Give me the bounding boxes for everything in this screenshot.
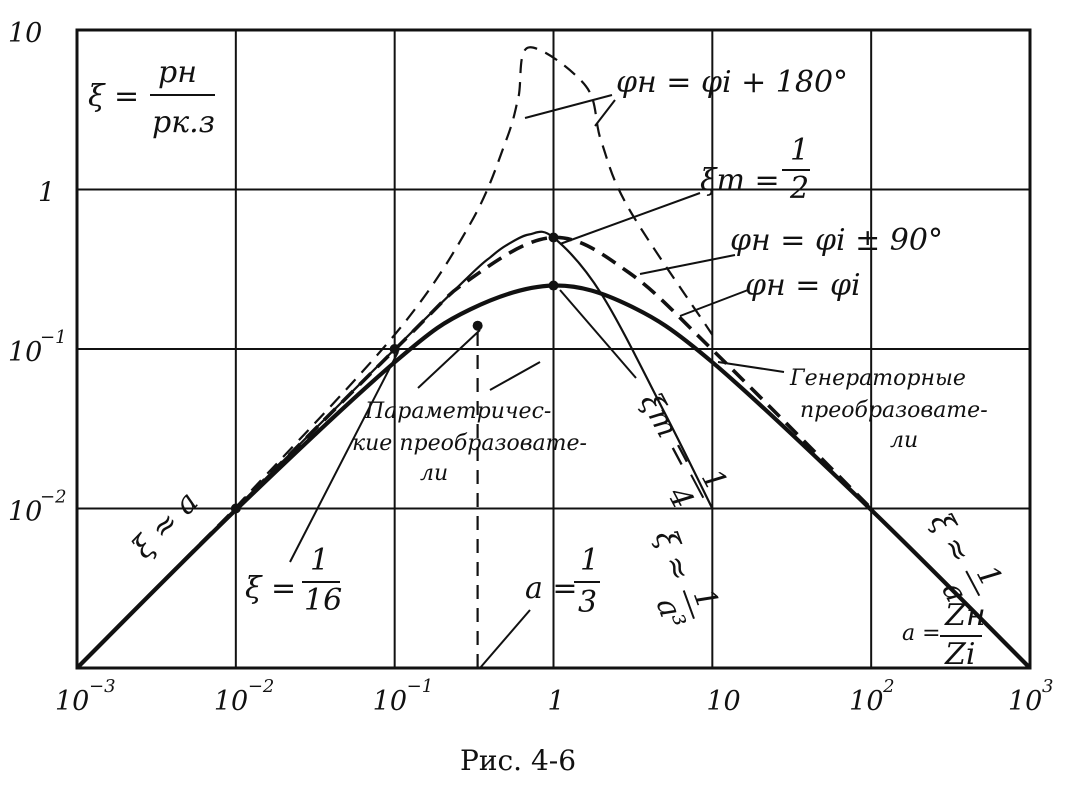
parametric-line-2: кие преобразовате- (352, 431, 587, 456)
xi-sixteenth-lhs: ξ = (245, 571, 296, 606)
key-point (389, 344, 400, 354)
key-points (230, 232, 559, 514)
leader-line (717, 361, 785, 373)
x-tick-label: 10 (849, 686, 883, 717)
formula-numerator: pн (158, 55, 197, 90)
xi-sixteenth-num: 1 (310, 543, 329, 578)
annotation-xi-m-half: ξm = 1 2 (700, 133, 810, 206)
y-tick-label: 10 (8, 18, 42, 49)
series-dashed-thin-line (234, 46, 714, 508)
a-third-lhs: a = (525, 571, 578, 606)
leader-line (289, 351, 399, 563)
annotation-a-third: a = 1 3 (525, 543, 600, 620)
leader-line (559, 289, 637, 379)
xi-m-half-num: 1 (790, 133, 809, 168)
leader-lines (289, 94, 785, 669)
leader-line (524, 94, 613, 119)
grid (76, 29, 1031, 669)
a-ratio-num: Zн (944, 598, 986, 633)
annotation-xi-m-quarter: ξm = 1 4 (633, 387, 734, 515)
generator-line-3: ли (890, 428, 918, 453)
parametric-line-3: ли (420, 461, 448, 486)
annotation-a-ratio: a = Zн Zi (902, 598, 986, 672)
x-tick-exponent: −2 (248, 676, 275, 697)
formula-lhs: ξ = (88, 79, 139, 114)
leader-line (594, 99, 616, 127)
xi-sixteenth-den: 16 (304, 583, 342, 618)
x-tick-label: 10 (706, 686, 740, 717)
annotation-phase-180: φн = φi + 180° (616, 65, 848, 100)
y-tick-label: 10 (8, 497, 42, 528)
annotation-generator: Генераторные преобразовате- ли (789, 366, 988, 453)
parametric-line-1: Параметричес- (364, 399, 551, 424)
series-dashed-thick-line (77, 235, 873, 668)
xi-m-quarter-den: 4 (660, 481, 700, 515)
key-point (230, 503, 241, 514)
xi-m-quarter-lhs: ξm = (633, 387, 701, 474)
generator-line-2: преобразовате- (800, 398, 988, 423)
leader-line (489, 361, 541, 391)
annotation-phase-0: φн = φi (745, 268, 861, 303)
annotation-xi-sixteenth: ξ = 1 16 (245, 543, 342, 618)
x-tick-label: 10 (373, 686, 407, 717)
y-tick-label: 10 (8, 337, 42, 368)
annotation-parametric: Параметричес- кие преобразовате- ли (352, 399, 587, 486)
inv-a-lhs: ξ ≈ (923, 507, 978, 569)
x-tick-label: 10 (214, 686, 248, 717)
leader-line (559, 192, 701, 245)
y-tick-exponent: −1 (40, 327, 67, 348)
leader-line (417, 329, 481, 389)
x-tick-exponent: −1 (407, 676, 434, 697)
y-tick-label: 1 (38, 178, 55, 209)
x-tick-exponent: −3 (89, 676, 116, 697)
xi-m-half-den: 2 (789, 171, 809, 206)
leader-line (639, 254, 736, 275)
figure-caption: Рис. 4-6 (460, 744, 576, 777)
inv-a3-den: a³ (649, 593, 692, 633)
leader-line (479, 609, 531, 669)
definition-formula: ξ = pн pк.з (88, 55, 215, 140)
key-point (472, 320, 483, 331)
annotation-phase-90: φн = φi ± 90° (730, 223, 943, 258)
y-tick-exponent: −2 (40, 487, 67, 508)
x-tick-labels: 10 −3 10 −2 10 −1 1 10 10 2 10 3 (55, 676, 1053, 717)
x-tick-label: 10 (55, 686, 89, 717)
leader-line (679, 289, 749, 317)
xi-m-half-lhs: ξm = (700, 163, 780, 198)
a-ratio-den: Zi (944, 637, 975, 672)
generator-line-1: Генераторные (789, 366, 966, 391)
inv-a3-lhs: ξ ≈ (647, 526, 697, 586)
key-point (548, 232, 559, 243)
key-point (548, 280, 559, 291)
x-tick-label: 1 (548, 686, 565, 717)
a-ratio-lhs: a = (902, 621, 941, 646)
formula-denominator: pк.з (152, 105, 215, 140)
x-tick-exponent: 2 (882, 676, 894, 697)
a-third-den: 3 (578, 585, 597, 620)
x-tick-exponent: 3 (1042, 676, 1053, 697)
a-third-num: 1 (580, 543, 599, 578)
x-tick-label: 10 (1008, 686, 1042, 717)
